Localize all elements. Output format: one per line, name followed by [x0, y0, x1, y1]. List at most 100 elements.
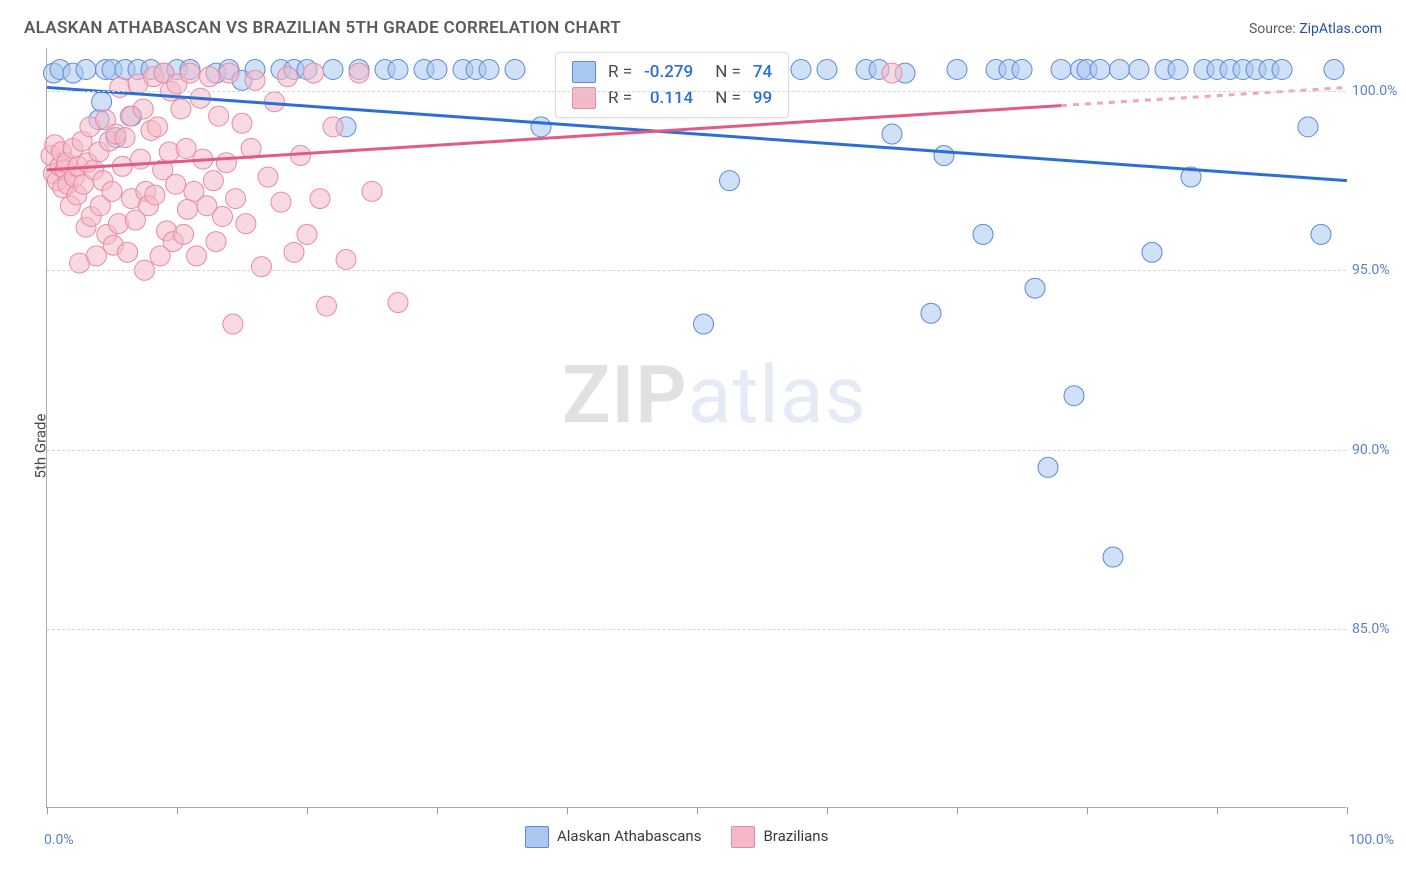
x-tick — [827, 807, 828, 814]
legend-swatch — [731, 826, 755, 848]
data-point-brazilian — [86, 246, 106, 266]
data-point-brazilian — [216, 153, 236, 173]
data-point-brazilian — [304, 63, 324, 83]
chart-container: { "header": { "title": "ALASKAN ATHABASC… — [0, 0, 1406, 892]
data-point-athabascan — [973, 224, 993, 244]
legend-item: Alaskan Athabascans — [525, 826, 701, 848]
stat-r-value: -0.279 — [638, 59, 699, 85]
data-point-athabascan — [1064, 386, 1084, 406]
gridline — [47, 450, 1346, 451]
y-tick-label: 85.0% — [1352, 621, 1402, 637]
data-point-brazilian — [177, 199, 197, 219]
data-point-brazilian — [206, 232, 226, 252]
data-point-athabascan — [531, 117, 551, 137]
data-point-brazilian — [203, 171, 223, 191]
data-point-brazilian — [252, 257, 272, 277]
data-point-athabascan — [1012, 60, 1032, 80]
data-point-athabascan — [921, 303, 941, 323]
data-point-brazilian — [317, 296, 337, 316]
data-point-athabascan — [947, 60, 967, 80]
chart-header: ALASKAN ATHABASCAN VS BRAZILIAN 5TH GRAD… — [24, 18, 1382, 38]
data-point-brazilian — [271, 192, 291, 212]
data-point-athabascan — [1298, 117, 1318, 137]
data-point-brazilian — [171, 99, 191, 119]
data-point-athabascan — [1129, 60, 1149, 80]
data-point-brazilian — [223, 314, 243, 334]
stat-n-value: 99 — [747, 85, 778, 111]
data-point-brazilian — [176, 138, 196, 158]
data-point-brazilian — [226, 189, 246, 209]
stat-label: N = — [699, 59, 747, 85]
data-point-athabascan — [323, 60, 343, 80]
stats-row: R =-0.279N =74 — [566, 59, 778, 85]
series-legend: Alaskan Athabascans Brazilians — [525, 826, 828, 848]
data-point-brazilian — [882, 63, 902, 83]
data-point-brazilian — [388, 293, 408, 313]
plot-area: ZIPatlas R =-0.279N =74R =0.114N =99 100… — [46, 48, 1346, 808]
data-point-brazilian — [174, 224, 194, 244]
data-point-athabascan — [92, 92, 112, 112]
x-tick — [697, 807, 698, 814]
data-point-brazilian — [323, 117, 343, 137]
data-point-athabascan — [76, 60, 96, 80]
data-point-brazilian — [310, 189, 330, 209]
chart-title: ALASKAN ATHABASCAN VS BRAZILIAN 5TH GRAD… — [24, 18, 621, 38]
data-point-brazilian — [145, 185, 165, 205]
data-point-brazilian — [133, 99, 153, 119]
x-tick — [1217, 807, 1218, 814]
data-point-brazilian — [148, 117, 168, 137]
data-point-brazilian — [232, 113, 252, 133]
data-point-athabascan — [1272, 60, 1292, 80]
x-tick — [307, 807, 308, 814]
data-point-brazilian — [278, 67, 298, 87]
plot-svg — [47, 48, 1346, 807]
x-tick — [957, 807, 958, 814]
data-point-brazilian — [200, 67, 220, 87]
x-tick — [1087, 807, 1088, 814]
data-point-brazilian — [362, 181, 382, 201]
data-point-brazilian — [258, 167, 278, 187]
data-point-athabascan — [388, 60, 408, 80]
data-point-athabascan — [427, 60, 447, 80]
data-point-athabascan — [791, 60, 811, 80]
stat-label: R = — [602, 85, 638, 111]
data-point-brazilian — [102, 181, 122, 201]
gridline — [47, 91, 1346, 92]
data-point-brazilian — [336, 250, 356, 270]
y-tick-label: 90.0% — [1352, 442, 1402, 458]
stat-r-value: 0.114 — [638, 85, 699, 111]
data-point-brazilian — [187, 246, 207, 266]
data-point-athabascan — [1142, 242, 1162, 262]
data-point-athabascan — [694, 314, 714, 334]
data-point-brazilian — [118, 242, 138, 262]
x-tick — [177, 807, 178, 814]
data-point-athabascan — [1110, 60, 1130, 80]
data-point-athabascan — [1051, 60, 1071, 80]
data-point-athabascan — [882, 124, 902, 144]
stats-row: R =0.114N =99 — [566, 85, 778, 111]
source-label: Source: — [1249, 21, 1296, 37]
data-point-athabascan — [1324, 60, 1344, 80]
data-point-brazilian — [349, 63, 369, 83]
data-point-athabascan — [817, 60, 837, 80]
trend-line-brazilian — [47, 106, 1061, 170]
data-point-athabascan — [1025, 278, 1045, 298]
data-point-brazilian — [180, 63, 200, 83]
x-tick — [437, 807, 438, 814]
x-axis-min-label: 0.0% — [44, 832, 74, 848]
data-point-athabascan — [505, 60, 525, 80]
data-point-brazilian — [284, 242, 304, 262]
legend-label: Brazilians — [763, 827, 828, 845]
data-point-athabascan — [1090, 60, 1110, 80]
data-point-athabascan — [1038, 457, 1058, 477]
x-tick — [1347, 807, 1348, 814]
legend-swatch — [572, 61, 596, 83]
legend-swatch — [525, 826, 549, 848]
data-point-brazilian — [219, 63, 239, 83]
gridline — [47, 629, 1346, 630]
x-tick — [567, 807, 568, 814]
legend-label: Alaskan Athabascans — [557, 827, 701, 845]
data-point-brazilian — [166, 174, 186, 194]
y-tick-label: 95.0% — [1352, 262, 1402, 278]
data-point-brazilian — [131, 149, 151, 169]
